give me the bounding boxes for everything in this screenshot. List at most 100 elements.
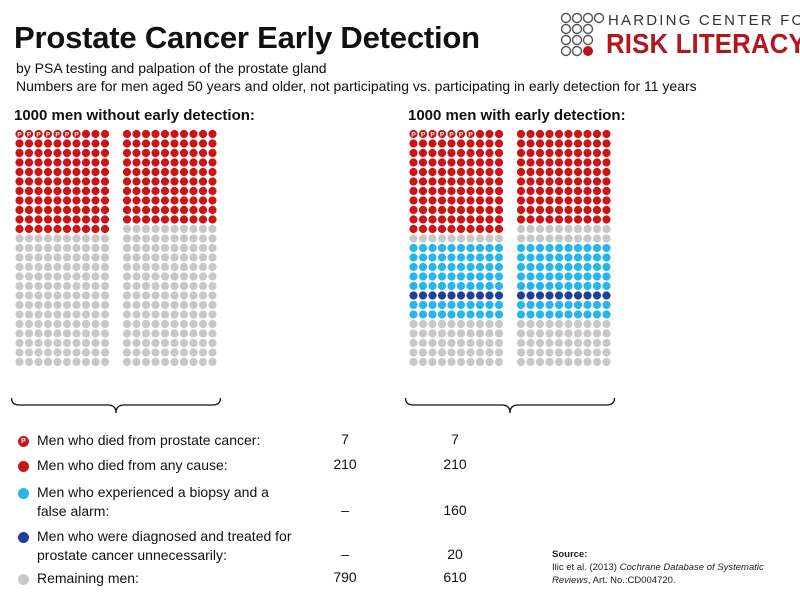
icon-biopsy xyxy=(583,272,592,281)
icon-remaining xyxy=(208,329,217,338)
icon-died xyxy=(208,148,217,158)
icon-died xyxy=(494,139,504,148)
icon-remaining xyxy=(494,338,504,348)
icon-treated xyxy=(602,291,611,300)
icon-remaining xyxy=(428,338,437,348)
icon-remaining xyxy=(132,281,141,291)
icon-remaining xyxy=(170,329,179,338)
icon-biopsy xyxy=(475,300,485,310)
icon-died xyxy=(91,129,100,139)
icon-died xyxy=(535,215,545,224)
icon-remaining xyxy=(475,329,485,338)
icon-died xyxy=(466,224,475,234)
icon-died xyxy=(132,177,141,186)
icon-died xyxy=(485,215,494,224)
icon-biopsy xyxy=(564,272,573,281)
icon-biopsy xyxy=(428,243,437,253)
icon-remaining xyxy=(81,253,91,262)
icon-remaining xyxy=(564,224,573,234)
icon-remaining xyxy=(24,310,34,319)
icon-died xyxy=(62,139,72,148)
icon-died xyxy=(437,167,447,177)
icon-died xyxy=(494,158,504,167)
icon-remaining xyxy=(100,338,110,348)
icon-died xyxy=(91,224,100,234)
icon-biopsy xyxy=(437,310,447,319)
icon-died xyxy=(466,196,475,205)
icon-died xyxy=(122,186,132,196)
icon-died xyxy=(62,177,72,186)
icon-remaining xyxy=(592,329,602,338)
icon-remaining xyxy=(466,319,475,329)
icon-died xyxy=(466,215,475,224)
icon-died xyxy=(132,129,141,139)
icon-died xyxy=(485,129,494,139)
icon-died xyxy=(72,148,81,158)
icon-died xyxy=(516,148,526,158)
icon-remaining xyxy=(132,272,141,281)
icon-prostate-letter: P xyxy=(65,131,70,138)
icon-biopsy xyxy=(428,253,437,262)
icon-died xyxy=(485,158,494,167)
icon-remaining xyxy=(179,234,189,243)
icon-remaining xyxy=(81,243,91,253)
icon-died xyxy=(189,129,198,139)
icon-remaining xyxy=(447,329,456,338)
icon-died xyxy=(100,224,110,234)
icon-died xyxy=(62,196,72,205)
icon-died xyxy=(475,129,485,139)
icon-remaining xyxy=(100,319,110,329)
icon-remaining xyxy=(151,357,160,367)
icon-died xyxy=(198,196,208,205)
icon-died xyxy=(466,186,475,196)
icon-remaining xyxy=(592,338,602,348)
icon-died xyxy=(564,139,573,148)
icon-died xyxy=(592,167,602,177)
icon-died xyxy=(100,139,110,148)
icon-remaining xyxy=(91,262,100,272)
icon-biopsy xyxy=(494,300,504,310)
icon-died xyxy=(24,177,34,186)
icon-remaining xyxy=(91,281,100,291)
icon-remaining xyxy=(72,281,81,291)
icon-died xyxy=(179,215,189,224)
icon-remaining xyxy=(122,253,132,262)
icon-biopsy xyxy=(418,253,428,262)
icon-died xyxy=(418,139,428,148)
icon-remaining xyxy=(132,224,141,234)
icon-remaining xyxy=(189,348,198,357)
icon-died xyxy=(437,186,447,196)
icon-remaining xyxy=(15,338,24,348)
icon-remaining xyxy=(81,329,91,338)
icon-died xyxy=(24,139,34,148)
icon-died xyxy=(602,129,611,139)
icon-died xyxy=(554,148,564,158)
icon-died xyxy=(447,215,456,224)
icon-died xyxy=(456,177,466,186)
icon-died xyxy=(564,177,573,186)
icon-died xyxy=(189,167,198,177)
icon-prostate-letter: P xyxy=(459,131,464,138)
icon-died xyxy=(437,224,447,234)
icon-remaining xyxy=(24,291,34,300)
icon-died xyxy=(151,167,160,177)
icon-remaining xyxy=(564,319,573,329)
icon-remaining xyxy=(62,319,72,329)
value-with-detection: 160 xyxy=(443,502,467,518)
icon-died xyxy=(122,139,132,148)
icon-died xyxy=(179,158,189,167)
icon-remaining xyxy=(564,338,573,348)
icon-remaining xyxy=(170,348,179,357)
icon-remaining xyxy=(122,357,132,367)
icon-died xyxy=(122,215,132,224)
icon-remaining xyxy=(151,243,160,253)
icon-died xyxy=(81,196,91,205)
icon-biopsy xyxy=(516,262,526,272)
icon-died xyxy=(43,148,53,158)
icon-remaining xyxy=(409,329,418,338)
icon-remaining xyxy=(189,291,198,300)
icon-biopsy xyxy=(564,253,573,262)
icon-died xyxy=(179,177,189,186)
icon-died xyxy=(485,167,494,177)
icon-remaining xyxy=(91,300,100,310)
